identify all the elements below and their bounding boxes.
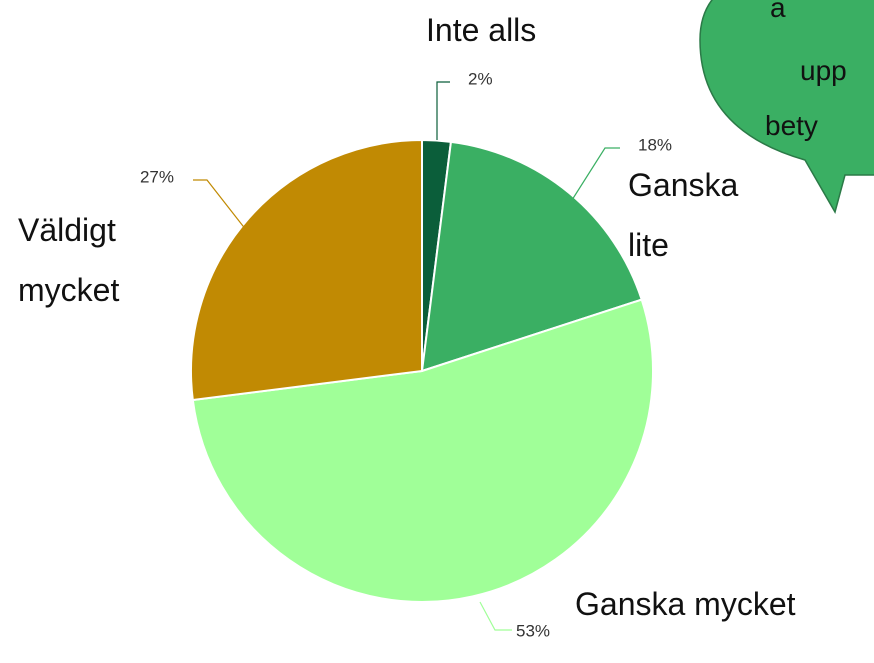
bubble-text: upp <box>800 55 847 86</box>
leader-lines <box>193 81 620 631</box>
bubble-text: a <box>770 0 786 23</box>
leader-line <box>436 81 450 140</box>
leader-line <box>571 147 620 201</box>
data-label: 53% <box>516 621 550 640</box>
category-label: Inte alls <box>426 12 537 48</box>
pie-slice <box>191 298 654 603</box>
category-label: Ganska mycket <box>575 586 796 622</box>
data-label: 27% <box>140 167 174 186</box>
category-label: Ganska lite <box>628 167 739 263</box>
pie <box>190 138 654 603</box>
pie-slice <box>190 138 423 402</box>
pie-slice <box>420 140 643 373</box>
leader-line <box>479 601 512 631</box>
category-label: Väldigt mycket <box>18 212 120 308</box>
leader-line <box>193 179 251 236</box>
data-label: 2% <box>468 69 493 88</box>
data-label: 18% <box>638 135 672 154</box>
bubble-text: bety <box>765 110 818 141</box>
speech-bubble <box>699 0 874 214</box>
